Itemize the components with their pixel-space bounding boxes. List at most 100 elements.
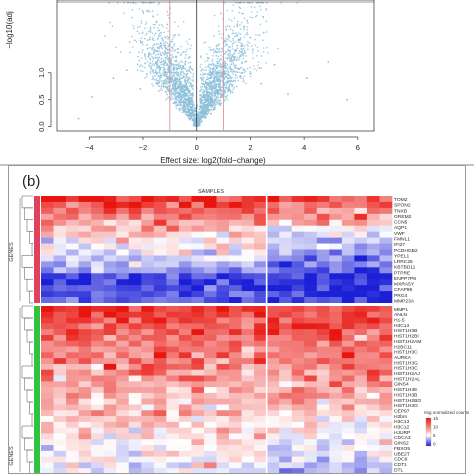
heatmap-cell — [41, 392, 54, 399]
heatmap-cell — [166, 207, 180, 215]
volcano-point — [179, 107, 181, 109]
heatmap-cell — [366, 381, 380, 388]
volcano-point — [167, 14, 169, 16]
volcano-point — [221, 68, 223, 70]
heatmap-cell — [166, 450, 180, 457]
volcano-point — [166, 68, 169, 71]
volcano-point — [250, 6, 253, 8]
volcano-point — [147, 9, 150, 12]
heatmap-cell — [128, 421, 142, 428]
volcano-point — [198, 117, 201, 120]
heatmap-cell — [266, 273, 280, 280]
heatmap-cell — [241, 392, 255, 399]
volcano-point — [265, 31, 268, 33]
volcano-point — [184, 85, 186, 87]
volcano-point — [230, 57, 233, 60]
heatmap-cell — [153, 243, 167, 250]
heatmap-cell — [229, 291, 242, 298]
volcano-point — [160, 84, 163, 86]
heatmap-cell — [203, 462, 217, 469]
heatmap-cell — [191, 243, 205, 250]
heatmap-cell — [91, 279, 104, 286]
heatmap-cell — [341, 421, 355, 428]
heatmap-cell — [291, 392, 305, 399]
volcano-point — [221, 50, 224, 52]
heatmap-cell — [354, 416, 368, 423]
volcano-point — [273, 63, 276, 66]
heatmap-cell — [141, 404, 155, 411]
volcano-point — [226, 98, 229, 101]
volcano-point — [147, 2, 150, 4]
volcano-point — [145, 58, 147, 60]
heatmap-cell — [229, 213, 242, 221]
gene-label: GINS4 — [394, 382, 409, 388]
heatmap-cell — [279, 297, 293, 304]
heatmap-cell — [279, 237, 293, 244]
heatmap-cell — [316, 462, 330, 469]
volcano-point — [243, 27, 245, 29]
heatmap-cell — [203, 201, 217, 209]
heatmap-cell — [191, 201, 205, 209]
heatmap-cell — [354, 445, 368, 452]
heatmap-cell — [216, 261, 230, 268]
volcano-point — [173, 42, 176, 45]
heatmap-cell — [191, 421, 205, 428]
volcano-point — [167, 78, 169, 80]
volcano-point — [180, 85, 183, 88]
heatmap-cell — [91, 387, 104, 394]
heatmap-cell — [229, 462, 242, 469]
volcano-point — [157, 3, 160, 6]
heatmap-cell — [53, 392, 67, 399]
heatmap-cell — [379, 427, 393, 434]
heatmap-cell — [304, 207, 318, 215]
volcano-point — [183, 91, 185, 94]
heatmap-cell — [128, 213, 142, 221]
volcano-point — [144, 1, 147, 4]
volcano-point — [131, 35, 133, 38]
volcano-point — [216, 73, 218, 75]
heatmap-cell — [354, 358, 368, 365]
volcano-point — [142, 11, 144, 13]
heatmap-cell — [266, 433, 280, 440]
heatmap-cell — [229, 219, 242, 227]
volcano-point — [231, 45, 234, 48]
heatmap-cell — [354, 387, 368, 394]
volcano-point — [226, 9, 229, 12]
volcano-point — [236, 58, 238, 60]
volcano-point — [159, 69, 161, 72]
volcano-point — [235, 32, 237, 34]
volcano-point — [200, 63, 202, 66]
volcano-point — [188, 103, 191, 106]
heatmap-cell — [103, 329, 117, 336]
volcano-point — [190, 85, 193, 88]
heatmap-cell — [191, 267, 205, 274]
volcano-point — [256, 1, 258, 4]
heatmap-cell — [203, 392, 217, 399]
heatmap-cell — [291, 273, 305, 280]
volcano-point — [203, 69, 205, 71]
heatmap-cell — [291, 387, 305, 394]
volcano-point — [182, 89, 184, 91]
volcano-point — [253, 65, 255, 67]
heatmap-cell — [191, 369, 205, 376]
heatmap-cell — [304, 225, 318, 232]
heatmap-cell — [241, 311, 255, 318]
heatmap-cell — [191, 249, 205, 256]
heatmap-cell — [53, 267, 67, 274]
gene-label: MMP23A — [394, 298, 415, 304]
heatmap-cell — [103, 410, 117, 417]
heatmap-cell — [141, 352, 155, 359]
volcano-point — [205, 82, 207, 84]
volcano-point — [144, 62, 146, 64]
volcano-point — [203, 110, 206, 112]
volcano-point — [258, 67, 261, 69]
heatmap-cell — [153, 398, 167, 405]
volcano-point — [191, 103, 193, 106]
heatmap-cell — [329, 468, 343, 474]
heatmap-cell — [366, 243, 380, 250]
volcano-point — [175, 81, 177, 84]
heatmap-cell — [379, 261, 393, 268]
gene-label: CDT1 — [394, 462, 407, 468]
heatmap-cell — [266, 225, 280, 232]
